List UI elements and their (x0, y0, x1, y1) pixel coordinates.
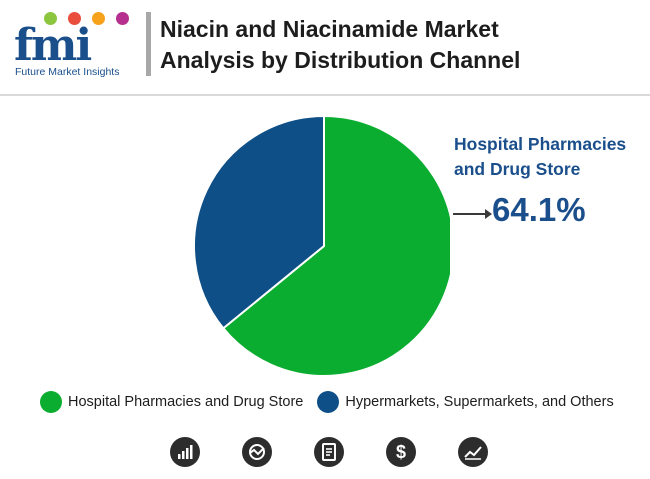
analytics-icon (242, 437, 272, 467)
header-rule (0, 94, 650, 96)
pie-slice-0 (221, 114, 450, 377)
logo-letters: fmi (14, 20, 92, 71)
legend-item-hypermarkets: Hypermarkets, Supermarkets, and Others (317, 391, 614, 413)
legend: Hospital Pharmacies and Drug Store Hyper… (40, 390, 628, 414)
dollar-icon: $ (386, 437, 416, 467)
legend-label-hypermarkets: Hypermarkets, Supermarkets, and Others (345, 394, 614, 410)
callout-label-line-2: and Drug Store (454, 159, 581, 179)
title-line-1: Niacin and Niacinamide Market (160, 16, 499, 42)
legend-label-hospital: Hospital Pharmacies and Drug Store (68, 394, 304, 410)
title-line-2: Analysis by Distribution Channel (160, 47, 521, 73)
pie-chart (193, 114, 450, 377)
legend-swatch-hypermarkets (317, 391, 340, 413)
header: fmi Future Market Insights Niacin and Ni… (0, 0, 650, 92)
callout-label: Hospital Pharmacies and Drug Store (454, 132, 626, 182)
logo-tagline: Future Market Insights (15, 66, 120, 78)
trend-icon (458, 437, 488, 467)
fmi-logo: fmi Future Market Insights (14, 10, 138, 78)
report-icon (314, 437, 344, 467)
callout-label-line-1: Hospital Pharmacies (454, 134, 627, 154)
callout-value: 64.1% (492, 191, 586, 228)
logo-dots (44, 12, 134, 28)
footer-icons: $ (170, 437, 490, 467)
header-divider (146, 12, 151, 76)
legend-item-hospital: Hospital Pharmacies and Drug Store (40, 391, 303, 413)
callout-arrow-icon (453, 209, 492, 219)
page-title: Niacin and Niacinamide Market Analysis b… (160, 14, 520, 76)
pie-slice-1 (193, 114, 325, 330)
bar-chart-icon (170, 437, 200, 467)
legend-swatch-hospital (40, 391, 62, 413)
